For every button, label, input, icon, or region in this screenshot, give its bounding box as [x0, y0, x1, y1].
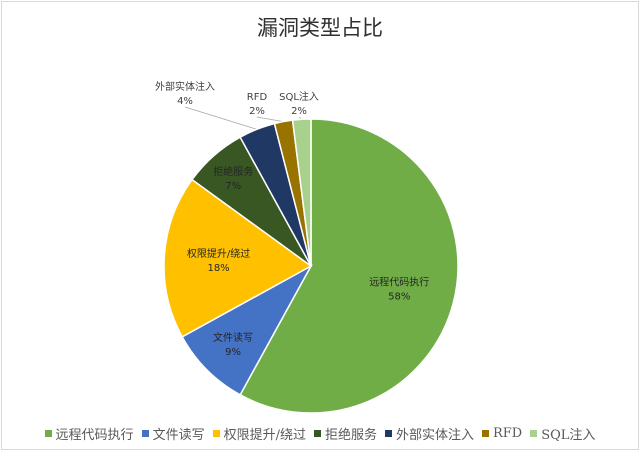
- legend-item-4: 拒绝服务: [313, 424, 377, 443]
- legend-swatch: [530, 430, 538, 437]
- legend-label: RFD: [493, 426, 523, 441]
- slice-label-percent: 2%: [291, 106, 307, 117]
- slice-label-1: 远程代码执行 58%: [369, 276, 429, 303]
- chart-title: 漏洞类型占比: [257, 16, 383, 40]
- slice-label-name: 文件读写: [213, 331, 253, 344]
- slice-label-name: 拒绝服务: [213, 165, 253, 178]
- legend-label: 外部实体注入: [395, 428, 474, 443]
- slice-label-name: SQL注入: [279, 90, 319, 103]
- legend-item-2: 文件读写: [141, 424, 205, 443]
- slice-label-percent: 18%: [207, 263, 229, 274]
- legend-swatch: [482, 430, 489, 437]
- pie-slice-7: [291, 118, 312, 267]
- slice-label-5: 外部实体注入 4%: [155, 80, 215, 107]
- slice-label-name: 权限提升/绕过: [187, 247, 250, 260]
- legend-label: SQL注入: [541, 428, 596, 443]
- slice-label-percent: 58%: [388, 292, 410, 303]
- slice-label-name: 远程代码执行: [369, 276, 429, 289]
- slice-label-percent: 2%: [249, 106, 265, 117]
- legend-item-1: 远程代码执行: [44, 424, 134, 443]
- pie-slice-1: [239, 118, 459, 414]
- slice-label-4: 拒绝服务 7%: [213, 165, 253, 192]
- legend-swatch: [141, 430, 149, 437]
- legend-swatch: [313, 430, 321, 437]
- slice-label-percent: 4%: [177, 96, 193, 107]
- slice-label-percent: 9%: [225, 347, 241, 358]
- legend-swatch: [212, 430, 220, 437]
- legend-item-6: RFD: [482, 426, 522, 441]
- slice-label-name: 外部实体注入: [155, 80, 215, 93]
- legend-item-7: SQL注入: [530, 424, 595, 443]
- slice-label-3: 权限提升/绕过 18%: [187, 247, 250, 274]
- legend-label: 远程代码执行: [55, 428, 134, 443]
- legend: 远程代码执行 文件读写 权限提升/绕过 拒绝服务 外部实体注入 RFD SQL注入: [0, 424, 640, 443]
- legend-label: 拒绝服务: [324, 428, 377, 443]
- legend-swatch: [384, 430, 392, 437]
- slice-label-6: RFD 2%: [247, 92, 268, 117]
- leader-line-5: [184, 106, 258, 130]
- slice-label-7: SQL注入 2%: [279, 90, 319, 117]
- slice-label-2: 文件读写 9%: [213, 331, 253, 358]
- legend-label: 文件读写: [152, 428, 205, 443]
- legend-label: 权限提升/绕过: [223, 428, 306, 443]
- slice-label-percent: 7%: [225, 181, 241, 192]
- slice-label-name: RFD: [247, 92, 268, 103]
- legend-item-3: 权限提升/绕过: [212, 424, 306, 443]
- leader-line-6: [256, 116, 284, 122]
- pie-slice-3: [163, 178, 313, 338]
- legend-swatch: [44, 430, 52, 437]
- legend-item-5: 外部实体注入: [384, 424, 474, 443]
- pie-slice-2: [181, 264, 313, 396]
